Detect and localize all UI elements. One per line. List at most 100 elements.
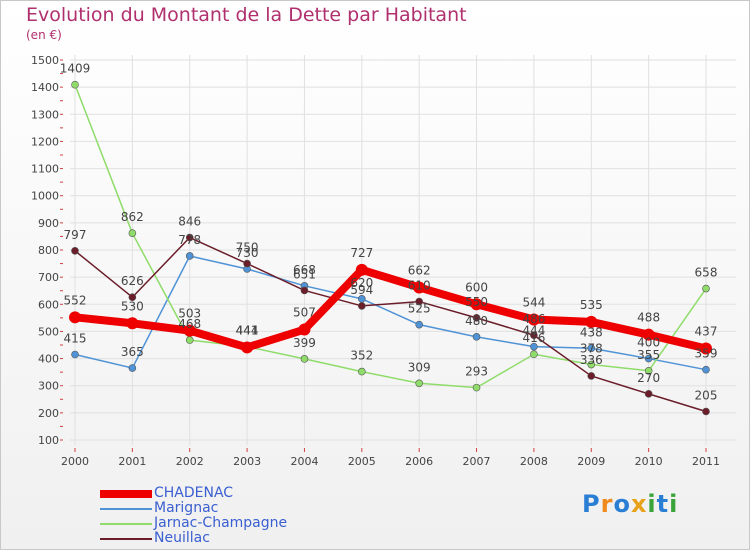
x-tick-label: 2000 <box>61 455 89 468</box>
data-label: 727 <box>350 246 373 260</box>
x-tick-label: 2011 <box>692 455 720 468</box>
data-point <box>644 354 653 363</box>
data-labels: 415 365 778 730 668 620 525 480 444 438 400 359 1409… <box>60 62 718 403</box>
legend: CHADENAC Marignac Jarnac-Champagne Neuillac <box>100 486 287 546</box>
data-label: 205 <box>695 389 718 403</box>
data-point <box>358 367 366 376</box>
x-tick-label: 2001 <box>118 455 146 468</box>
legend-swatch <box>100 507 152 510</box>
data-label: 336 <box>580 353 603 367</box>
legend-item: Jarnac-Champagne <box>100 516 287 531</box>
data-point <box>415 320 423 329</box>
data-label: 600 <box>465 280 488 294</box>
data-point <box>530 350 538 359</box>
y-tick-label: 300 <box>38 380 59 393</box>
data-point <box>702 365 710 374</box>
data-point <box>472 383 481 392</box>
logo-letter: i <box>669 490 679 518</box>
data-point <box>472 314 481 322</box>
x-tick-label: 2008 <box>520 455 548 468</box>
data-label: 352 <box>350 349 373 363</box>
data-point <box>358 302 366 310</box>
y-tick-label: 400 <box>38 353 59 366</box>
x-tick-label: 2005 <box>348 455 376 468</box>
data-label: 355 <box>637 348 660 362</box>
data-label: 620 <box>350 276 373 290</box>
data-label: 662 <box>408 263 431 277</box>
y-tick-label: 1400 <box>31 81 59 94</box>
legend-label: Neuillac <box>154 530 210 546</box>
data-point <box>587 360 596 369</box>
data-label: 594 <box>350 283 373 297</box>
legend-swatch <box>100 489 152 498</box>
legend-item: Neuillac <box>100 531 287 546</box>
data-label: 552 <box>64 293 87 307</box>
legend-swatch <box>100 537 152 540</box>
data-point <box>415 379 423 388</box>
data-label: 486 <box>522 312 545 326</box>
y-tick-label: 600 <box>38 298 59 311</box>
logo-letter: r <box>600 490 614 518</box>
data-label: 544 <box>522 295 545 309</box>
data-point <box>185 252 194 260</box>
data-point <box>241 341 254 354</box>
data-label: 416 <box>522 331 545 345</box>
data-point <box>470 298 483 311</box>
data-label: 378 <box>580 342 603 356</box>
data-point <box>298 323 311 336</box>
data-point <box>644 366 653 375</box>
data-point <box>702 284 710 293</box>
data-label: 797 <box>64 228 87 242</box>
legend-item: Marignac <box>100 501 287 516</box>
data-label: 293 <box>465 365 488 379</box>
data-point <box>185 336 194 344</box>
series-line-jarnac-champagne <box>74 84 707 389</box>
data-label: 503 <box>178 307 201 321</box>
logo-letter: x <box>630 490 648 518</box>
data-label: 651 <box>293 267 316 281</box>
proxiti-logo: Proxiti <box>582 490 678 518</box>
data-point <box>128 364 137 372</box>
data-point <box>126 317 139 330</box>
data-point <box>128 229 137 237</box>
logo-letter: i <box>647 490 657 518</box>
data-label: 507 <box>293 306 316 320</box>
legend-label: CHADENAC <box>154 485 234 501</box>
data-point <box>642 328 655 341</box>
data-label: 846 <box>178 215 201 229</box>
data-point <box>530 342 538 351</box>
y-tick-label: 1300 <box>31 108 59 121</box>
data-label: 550 <box>465 295 488 309</box>
chart-title: Evolution du Montant de la Dette par Hab… <box>26 4 467 26</box>
data-label: 488 <box>637 311 660 325</box>
data-label: 444 <box>522 324 545 338</box>
data-point <box>587 344 596 353</box>
x-tick-label: 2010 <box>635 455 663 468</box>
series-line-chadenac <box>74 265 707 353</box>
data-label: 530 <box>121 299 144 313</box>
series-lines <box>74 84 707 413</box>
data-label: 359 <box>695 347 718 361</box>
data-point <box>69 311 81 324</box>
y-tick-label: 100 <box>38 434 59 447</box>
series-line-marignac <box>74 255 707 371</box>
data-label: 437 <box>695 325 718 339</box>
data-label: 415 <box>64 332 87 346</box>
x-tick-label: 2009 <box>577 455 605 468</box>
data-label: 399 <box>293 336 316 350</box>
logo-letter: t <box>656 490 670 518</box>
data-point <box>71 247 79 255</box>
series-line-neuillac <box>74 236 707 413</box>
data-point <box>243 259 251 268</box>
data-label: 626 <box>121 274 144 288</box>
data-point <box>300 355 309 363</box>
x-tick-label: 2003 <box>233 455 261 468</box>
logo-letter: o <box>613 490 631 518</box>
y-tick-label: 500 <box>38 325 59 338</box>
y-tick-label: 900 <box>38 217 59 230</box>
data-label: 270 <box>637 371 660 385</box>
data-point <box>644 390 653 398</box>
data-point <box>472 333 481 341</box>
data-point <box>413 281 426 294</box>
